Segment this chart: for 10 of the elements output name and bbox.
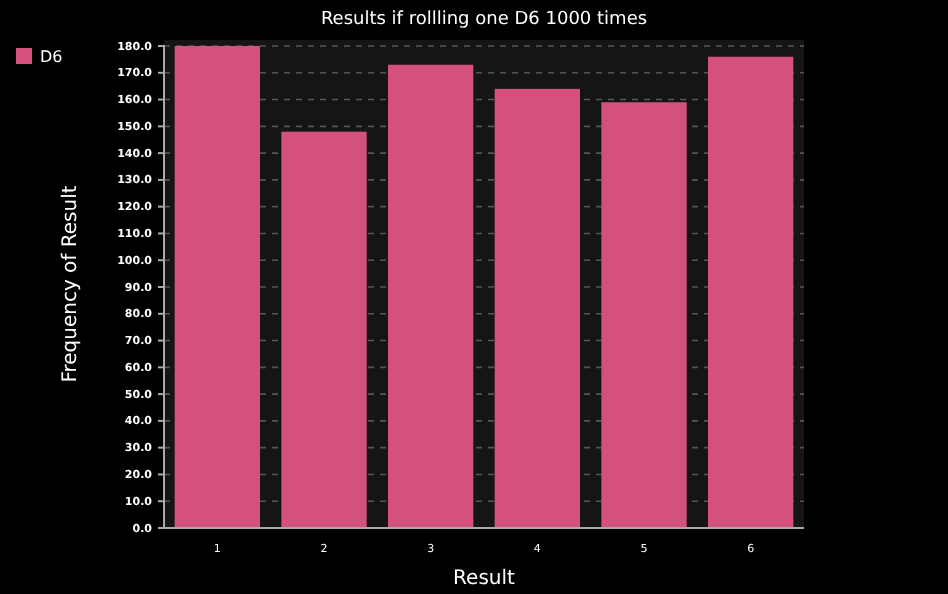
chart-title: Results if rollling one D6 1000 times [320, 10, 648, 30]
bar [601, 102, 687, 528]
bar [174, 46, 260, 528]
bar [388, 64, 474, 528]
y-axis-title: Frequency of Result [60, 185, 82, 383]
x-axis-title: Result [453, 568, 516, 590]
bar [281, 131, 367, 528]
legend-label: D6 [40, 48, 63, 66]
bar [708, 56, 794, 528]
bar [494, 88, 580, 528]
